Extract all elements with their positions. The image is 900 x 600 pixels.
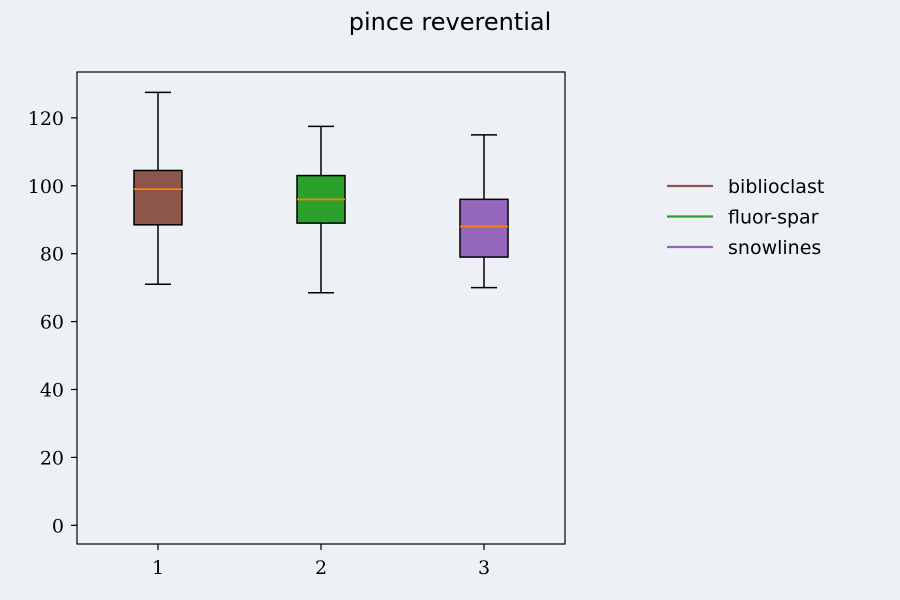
y-tick-label: 20 — [40, 447, 64, 469]
legend: biblioclast fluor-spar snowlines — [667, 176, 824, 259]
y-tick-label: 60 — [40, 312, 64, 334]
legend-label: snowlines — [728, 237, 821, 259]
x-tick-label: 3 — [478, 557, 490, 579]
x-tick-label: 2 — [315, 557, 327, 579]
box-fluor-spar — [296, 125, 346, 294]
y-tick-label: 120 — [28, 108, 64, 130]
y-tick-label: 40 — [40, 379, 64, 401]
x-tick-label: 1 — [152, 557, 164, 579]
y-tick-label: 100 — [28, 176, 64, 198]
y-tick-label: 0 — [52, 515, 64, 537]
legend-item-biblioclast: biblioclast — [667, 176, 824, 198]
legend-label: biblioclast — [728, 176, 824, 198]
y-tick-label: 80 — [40, 244, 64, 266]
box-body — [133, 169, 183, 226]
chart-marks: 0 20 40 60 80 100 120 1 2 3 — [28, 91, 509, 579]
legend-item-snowlines: snowlines — [667, 237, 821, 259]
box-body — [459, 198, 509, 258]
legend-label: fluor-spar — [728, 207, 819, 229]
box-snowlines — [459, 134, 509, 289]
legend-item-fluor-spar: fluor-spar — [667, 207, 819, 229]
box-biblioclast — [133, 91, 183, 285]
chart-title: pince reverential — [349, 8, 552, 36]
